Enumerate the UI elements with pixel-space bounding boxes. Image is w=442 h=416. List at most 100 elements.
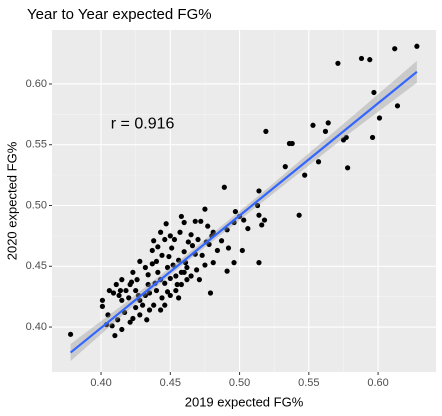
x-tick-label: 0.40: [90, 377, 111, 389]
y-axis-label: 2020 expected FG%: [4, 141, 19, 260]
point: [163, 221, 169, 227]
point: [181, 269, 187, 275]
point: [142, 264, 148, 271]
point: [188, 273, 194, 279]
point: [166, 253, 172, 260]
point: [335, 60, 341, 66]
point: [231, 260, 237, 266]
point: [358, 55, 365, 62]
point: [99, 297, 106, 303]
y-tick-label: 0.40: [26, 321, 47, 333]
point: [256, 188, 262, 194]
point: [369, 134, 376, 141]
point: [259, 222, 265, 228]
point: [117, 287, 124, 294]
point: [210, 260, 216, 266]
point: [109, 323, 115, 329]
point: [119, 277, 125, 283]
point: [153, 258, 160, 265]
point: [137, 297, 143, 303]
point: [174, 281, 180, 288]
point: [178, 213, 184, 220]
point: [99, 303, 106, 309]
point: [202, 206, 208, 212]
point: [184, 277, 190, 283]
point: [239, 247, 245, 254]
point: [149, 261, 155, 267]
point: [110, 290, 117, 296]
x-tick-label: 0.45: [160, 377, 181, 389]
point: [164, 289, 171, 295]
point: [210, 229, 216, 235]
point: [112, 332, 118, 339]
point: [158, 307, 164, 313]
point: [325, 120, 331, 126]
y-tick-label: 0.50: [26, 199, 47, 211]
point: [194, 267, 200, 273]
point: [116, 292, 122, 299]
point: [282, 164, 288, 170]
point: [184, 264, 190, 271]
point: [310, 122, 316, 128]
point: [241, 217, 247, 223]
point: [195, 236, 201, 243]
y-tick-label: 0.55: [26, 139, 47, 151]
point: [189, 243, 196, 249]
point: [224, 268, 230, 274]
point: [322, 128, 329, 134]
x-tick-label: 0.55: [298, 377, 319, 389]
point: [176, 257, 182, 263]
point: [145, 272, 151, 278]
point: [162, 302, 168, 308]
point: [315, 159, 322, 165]
point: [205, 223, 211, 229]
point: [123, 287, 129, 294]
point: [133, 287, 139, 294]
point: [371, 89, 377, 96]
point: [127, 319, 133, 325]
point: [254, 202, 261, 209]
point: [177, 229, 183, 235]
point: [173, 287, 179, 294]
point: [414, 43, 420, 49]
point: [151, 238, 157, 244]
point: [139, 302, 146, 308]
x-tick-label: 0.50: [229, 377, 250, 389]
point: [202, 262, 208, 268]
point: [67, 331, 74, 337]
point: [167, 233, 173, 239]
y-tick-label: 0.60: [26, 78, 47, 90]
point: [345, 165, 351, 171]
point: [158, 229, 164, 235]
point: [119, 297, 125, 303]
point: [221, 184, 227, 190]
point: [144, 317, 150, 323]
fit-line: [69, 70, 418, 354]
point: [137, 258, 143, 265]
point: [340, 137, 347, 143]
point: [198, 218, 204, 224]
point: [164, 264, 171, 271]
point: [286, 140, 293, 147]
point: [153, 287, 160, 294]
point: [232, 208, 239, 215]
point: [126, 295, 132, 301]
point: [145, 281, 151, 288]
point: [181, 219, 187, 226]
point: [151, 302, 157, 308]
annotation: r = 0.916: [111, 115, 175, 132]
point: [199, 252, 205, 258]
point: [256, 260, 262, 266]
chart-title: Year to Year expected FG%: [27, 6, 212, 23]
point: [176, 295, 182, 301]
point: [159, 295, 165, 301]
point: [181, 249, 187, 255]
point: [224, 227, 230, 233]
point: [167, 275, 173, 282]
point: [245, 225, 251, 232]
point: [149, 247, 155, 254]
point: [137, 312, 143, 318]
point: [192, 218, 198, 224]
point: [146, 307, 153, 313]
